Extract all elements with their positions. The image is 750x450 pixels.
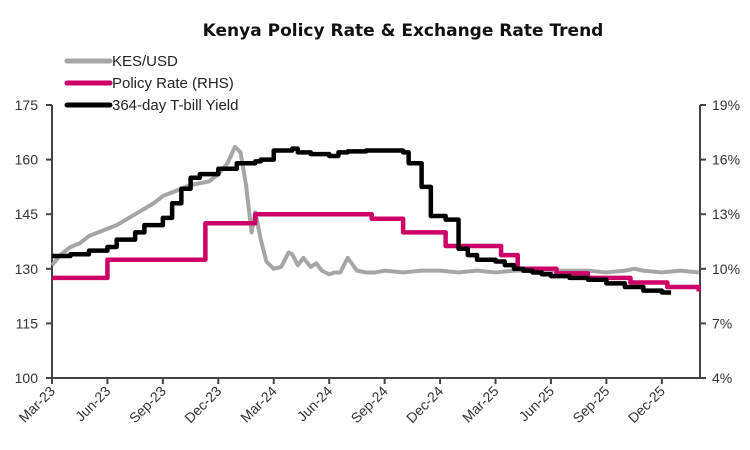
series-layer xyxy=(50,144,702,295)
chart-title: Kenya Policy Rate & Exchange Rate Trend xyxy=(203,21,604,41)
x-tick-label: Sep-24 xyxy=(348,383,391,426)
x-tick-label: Jun-24 xyxy=(294,383,336,425)
x-tick-label: Dec-24 xyxy=(403,383,446,426)
left-tick-label: 160 xyxy=(15,152,39,168)
x-tick-label: Dec-23 xyxy=(181,383,224,426)
right-tick-label: 13% xyxy=(712,206,740,222)
series-policy-rate xyxy=(52,211,702,292)
x-tick-label: Mar-25 xyxy=(459,383,502,426)
x-tick-label: Jun-23 xyxy=(72,383,114,425)
x-tick-label: Jun-25 xyxy=(515,383,557,425)
x-tick-label: Dec-25 xyxy=(625,383,668,426)
legend-label-tbill-yield: 364-day T-bill Yield xyxy=(112,97,238,114)
legend-label-policy-rate: Policy Rate (RHS) xyxy=(112,75,234,92)
legend: KES/USD Policy Rate (RHS) 364-day T-bill… xyxy=(64,53,238,114)
left-tick-label: 145 xyxy=(15,206,39,222)
left-tick-label: 130 xyxy=(15,261,39,277)
right-tick-label: 16% xyxy=(712,152,740,168)
left-tick-label: 115 xyxy=(16,315,39,331)
series-tbill-yield xyxy=(52,146,672,295)
x-tick-label: Mar-24 xyxy=(237,383,280,426)
right-tick-label: 19% xyxy=(712,97,740,113)
x-tick-label: Sep-25 xyxy=(569,383,612,426)
left-tick-label: 100 xyxy=(15,370,39,386)
left-tick-label: 175 xyxy=(15,97,39,113)
x-tick-label: Sep-23 xyxy=(126,383,169,426)
x-tick-label: Mar-23 xyxy=(15,383,58,426)
right-tick-label: 7% xyxy=(712,315,732,331)
series-kes-usd xyxy=(50,144,699,277)
right-tick-label: 4% xyxy=(712,370,732,386)
right-tick-label: 10% xyxy=(712,261,740,277)
legend-label-kes-usd: KES/USD xyxy=(112,53,178,70)
